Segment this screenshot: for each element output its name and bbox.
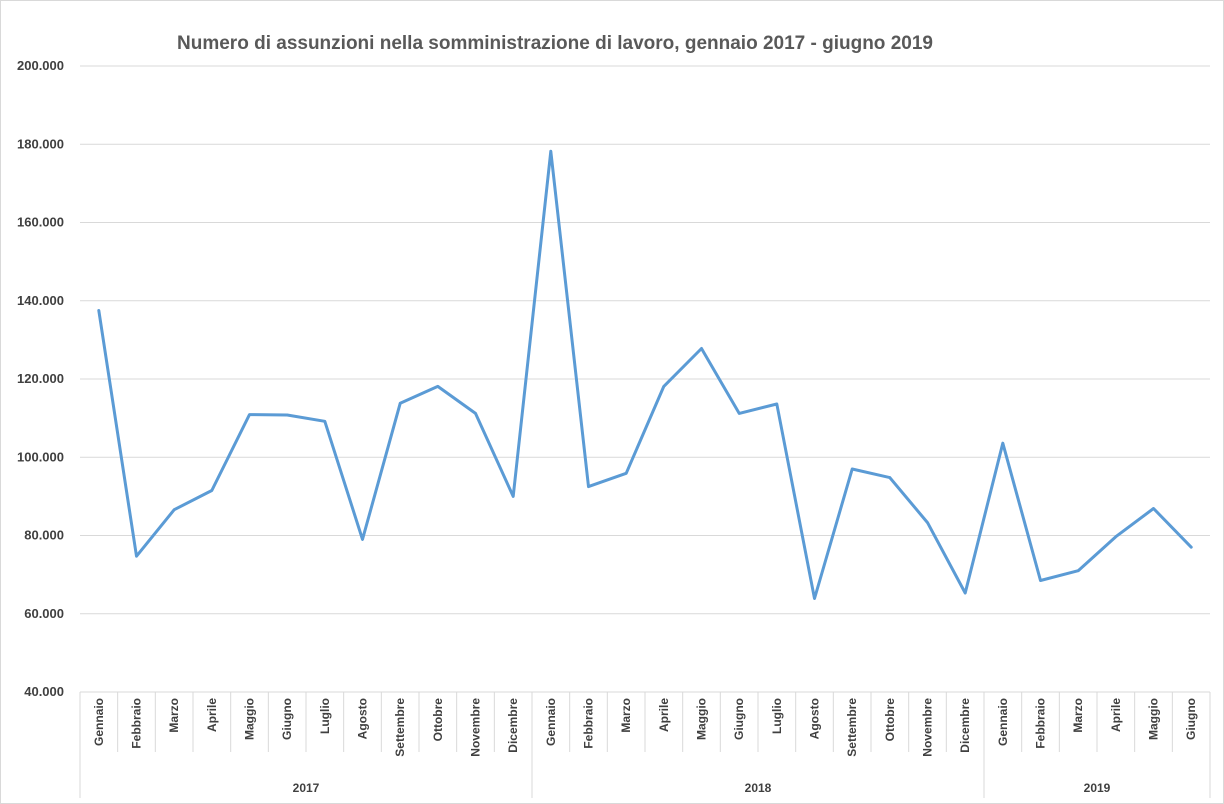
year-group-label: 2017: [293, 781, 320, 795]
data-point: [436, 385, 440, 388]
x-tick-label: Aprile: [205, 698, 219, 732]
y-tick-label: 100.000: [17, 449, 64, 464]
x-tick-label: Ottobre: [431, 698, 445, 742]
y-tick-label: 80.000: [24, 528, 64, 543]
data-point: [549, 150, 553, 153]
x-tick-label: Luglio: [318, 698, 332, 734]
y-tick-label: 120.000: [17, 371, 64, 386]
data-point: [1001, 441, 1005, 445]
data-point: [172, 508, 176, 511]
x-tick-label: Novembre: [469, 698, 483, 757]
series-layer: [97, 149, 1193, 600]
data-point: [474, 412, 477, 415]
x-tick-label: Maggio: [243, 698, 257, 740]
x-tick-label: Dicembre: [506, 698, 520, 753]
chart-title: Numero di assunzioni nella somministrazi…: [177, 33, 933, 54]
data-point: [361, 538, 364, 541]
x-tick-label: Gennaio: [996, 698, 1010, 746]
x-tick-label: Maggio: [1147, 698, 1161, 740]
y-tick-label: 160.000: [17, 215, 64, 230]
x-tick-label: Agosto: [356, 698, 370, 739]
data-point: [248, 413, 251, 416]
y-tick-label: 40.000: [24, 684, 64, 699]
y-tick-label: 60.000: [24, 606, 64, 621]
data-point: [210, 489, 214, 492]
x-tick-label: Gennaio: [92, 698, 106, 746]
data-point: [1076, 569, 1080, 572]
y-tick-label: 140.000: [17, 293, 64, 308]
x-tick-label: Ottobre: [883, 698, 897, 742]
data-point: [587, 485, 590, 488]
y-tick-label: 180.000: [17, 136, 64, 151]
year-group-label: 2018: [745, 781, 772, 795]
x-tick-label: Febbraio: [582, 698, 596, 749]
data-point: [926, 521, 929, 524]
x-tick-label: Settembre: [845, 698, 859, 757]
x-tick-label: Febbraio: [130, 698, 144, 749]
data-point: [775, 402, 779, 406]
data-point: [135, 555, 138, 558]
y-tick-label: 200.000: [17, 58, 64, 73]
data-point: [1152, 507, 1155, 510]
data-point: [963, 591, 967, 595]
x-tick-label: Giugno: [280, 698, 294, 740]
gridlines: [80, 65, 1210, 615]
series-line: [97, 149, 1193, 600]
x-tick-label: Marzo: [619, 698, 633, 733]
data-point: [1189, 546, 1193, 549]
x-tick-label: Marzo: [167, 698, 181, 733]
data-point: [511, 495, 515, 498]
data-point: [888, 476, 892, 479]
data-point: [323, 420, 327, 423]
x-tick-label: Settembre: [393, 698, 407, 757]
x-tick-label: Aprile: [657, 698, 671, 732]
data-point: [813, 597, 816, 600]
year-group-label: 2019: [1084, 781, 1111, 795]
data-point: [700, 347, 703, 350]
data-point: [662, 385, 666, 388]
x-axis: Gennaio Febbraio Marzo Aprile Maggio Giugno Lu…: [79, 691, 1211, 798]
x-tick-label: Giugno: [732, 698, 746, 740]
x-tick-label: Dicembre: [958, 698, 972, 753]
data-point: [285, 413, 289, 417]
x-tick-label: Luglio: [770, 698, 784, 734]
x-tick-label: Febbraio: [1034, 698, 1048, 749]
x-tick-label: Giugno: [1184, 698, 1198, 740]
x-tick-label: Maggio: [695, 698, 709, 740]
data-point: [398, 402, 402, 405]
x-tick-label: Aprile: [1109, 698, 1123, 732]
data-point: [850, 467, 854, 471]
data-point: [97, 309, 101, 312]
data-point: [624, 472, 628, 475]
x-tick-label: Novembre: [921, 698, 935, 757]
x-tick-label: Marzo: [1071, 698, 1085, 733]
x-tick-label: Gennaio: [544, 698, 558, 746]
data-point: [1114, 535, 1118, 538]
data-point: [737, 412, 741, 415]
y-axis: 40.000 60.000 80.000 100.000 120.000 140.000 1…: [17, 58, 64, 699]
data-point: [1039, 579, 1042, 582]
x-tick-label: Agosto: [808, 698, 822, 739]
